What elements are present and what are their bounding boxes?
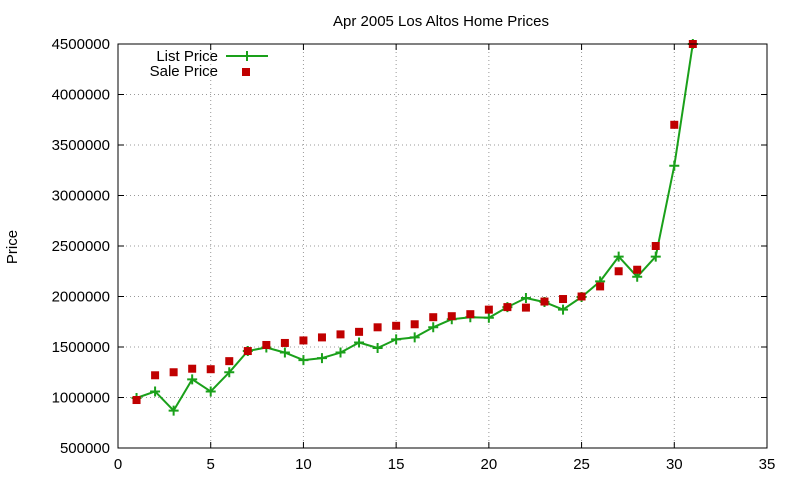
list-price-point bbox=[372, 343, 383, 354]
sale-price-point bbox=[188, 364, 197, 373]
sale-price-point bbox=[540, 297, 549, 306]
x-tick-label: 25 bbox=[573, 456, 590, 473]
legend: List Price Sale Price bbox=[150, 48, 268, 80]
x-tick-label: 30 bbox=[666, 456, 683, 473]
list-price-point bbox=[409, 332, 420, 343]
sale-price-point bbox=[596, 282, 605, 291]
sale-price-point bbox=[280, 338, 289, 347]
sale-price-point bbox=[206, 365, 215, 374]
sale-price-point bbox=[225, 357, 234, 366]
y-tick-label: 2500000 bbox=[52, 238, 110, 255]
sale-price-point bbox=[262, 340, 271, 349]
legend-marker-list-price bbox=[242, 51, 252, 61]
sale-price-point bbox=[317, 333, 326, 342]
sale-price-point bbox=[503, 303, 512, 312]
sale-price-point bbox=[243, 347, 252, 356]
y-tick-label: 2000000 bbox=[52, 289, 110, 306]
legend-marker-sale-price bbox=[242, 68, 250, 76]
list-price-point bbox=[298, 355, 309, 366]
y-tick-label: 4500000 bbox=[52, 36, 110, 53]
sale-price-point bbox=[410, 320, 419, 329]
list-price-point bbox=[354, 337, 365, 348]
sale-price-point bbox=[670, 120, 679, 129]
sale-price-point bbox=[169, 368, 178, 377]
y-axis-label: Price bbox=[4, 230, 21, 264]
list-price-point bbox=[316, 353, 327, 364]
list-price-point bbox=[613, 251, 624, 262]
list-price-point bbox=[150, 386, 161, 397]
sale-price-point bbox=[447, 312, 456, 321]
y-tick-label: 1000000 bbox=[52, 390, 110, 407]
list-price-point bbox=[558, 304, 569, 315]
list-price-point bbox=[168, 405, 179, 416]
x-tick-label: 0 bbox=[114, 456, 122, 473]
sale-price-point bbox=[651, 242, 660, 250]
legend-label-list-price: List Price bbox=[156, 48, 218, 65]
list-price-point bbox=[335, 347, 346, 358]
x-tick-label: 5 bbox=[207, 456, 215, 473]
sale-price-point bbox=[466, 310, 475, 319]
y-tick-label: 4000000 bbox=[52, 87, 110, 104]
list-price-point bbox=[483, 312, 494, 323]
x-tick-label: 15 bbox=[388, 456, 405, 473]
x-tick-label: 10 bbox=[295, 456, 312, 473]
list-price-point bbox=[224, 367, 235, 378]
sale-price-point bbox=[559, 295, 568, 304]
sale-price-point bbox=[355, 327, 364, 336]
sale-price-point bbox=[484, 305, 493, 314]
sale-price-point bbox=[373, 323, 382, 332]
chart-title: Apr 2005 Los Altos Home Prices bbox=[333, 13, 549, 30]
sale-price-point bbox=[521, 303, 530, 312]
data-series bbox=[131, 39, 698, 416]
sale-price-point bbox=[429, 313, 438, 322]
list-price-point bbox=[279, 347, 290, 358]
list-price-point bbox=[428, 322, 439, 333]
y-tick-label: 3500000 bbox=[52, 137, 110, 154]
sale-price-point bbox=[633, 265, 642, 274]
y-tick-label: 1500000 bbox=[52, 339, 110, 356]
sale-price-point bbox=[392, 321, 401, 330]
list-price-point bbox=[669, 160, 680, 171]
list-price-point bbox=[205, 386, 216, 397]
list-price-point bbox=[520, 293, 531, 304]
list-price-point bbox=[650, 251, 661, 262]
sale-price-point bbox=[151, 371, 160, 380]
x-tick-label: 20 bbox=[481, 456, 498, 473]
x-tick-label: 35 bbox=[759, 456, 776, 473]
legend-label-sale-price: Sale Price bbox=[150, 63, 218, 80]
sale-price-point bbox=[132, 396, 141, 405]
sale-price-point bbox=[614, 267, 623, 276]
plot-frame bbox=[117, 43, 768, 449]
sale-price-point bbox=[299, 336, 308, 345]
y-tick-label: 500000 bbox=[60, 440, 110, 457]
list-price-point bbox=[187, 374, 198, 385]
grid-lines bbox=[118, 44, 767, 448]
list-price-point bbox=[391, 334, 402, 345]
tick-labels: 0 5 10 15 20 25 30 35 500000 1000000 1500000 200000… bbox=[52, 36, 776, 473]
sale-price-point bbox=[577, 292, 586, 301]
y-tick-label: 3000000 bbox=[52, 188, 110, 205]
sale-price-point bbox=[336, 330, 345, 339]
